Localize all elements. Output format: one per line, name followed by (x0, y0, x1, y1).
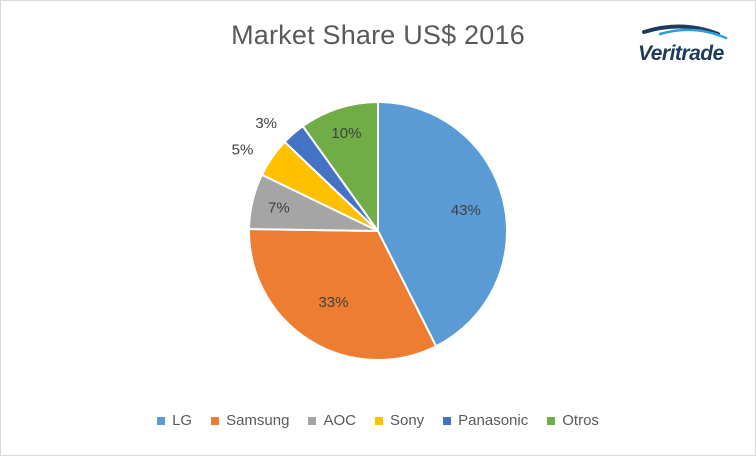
legend-label-panasonic: Panasonic (458, 412, 529, 429)
legend-label-otros: Otros (562, 412, 599, 429)
chart-title: Market Share US$ 2016 (231, 20, 525, 50)
legend-swatch-samsung (211, 416, 220, 425)
legend-item-lg: LG (157, 412, 192, 429)
legend-item-aoc: AOC (308, 412, 356, 429)
data-label-lg: 43% (451, 202, 481, 219)
veritrade-swoosh-icon (642, 24, 728, 40)
legend-item-sony: Sony (374, 412, 425, 429)
legend-item-otros: Otros (547, 412, 599, 429)
data-label-samsung: 33% (318, 294, 348, 311)
data-label-aoc: 7% (268, 199, 290, 216)
legend-swatch-sony (374, 416, 383, 425)
chart-legend: LG Samsung AOC Sony Panasonic Otros (0, 412, 756, 429)
legend-label-sony: Sony (389, 412, 425, 429)
pie-slice-samsung (248, 227, 438, 361)
logo-wordmark: Veritrade (638, 42, 724, 65)
legend-label-aoc: AOC (323, 412, 356, 429)
legend-item-samsung: Samsung (211, 412, 289, 429)
legend-swatch-aoc (308, 416, 317, 425)
data-label-sony: 5% (232, 141, 254, 158)
pie-slice-lg (377, 100, 508, 348)
legend-swatch-lg (157, 416, 166, 425)
legend-swatch-panasonic (443, 416, 452, 425)
veritrade-logo: Veritrade (630, 22, 750, 74)
pie-slice-otros (301, 100, 379, 235)
data-label-otros: 10% (331, 125, 361, 142)
legend-swatch-otros (547, 416, 556, 425)
data-label-panasonic: 3% (255, 115, 277, 132)
legend-label-lg: LG (172, 412, 193, 429)
legend-item-panasonic: Panasonic (443, 412, 528, 429)
legend-label-samsung: Samsung (226, 412, 290, 429)
